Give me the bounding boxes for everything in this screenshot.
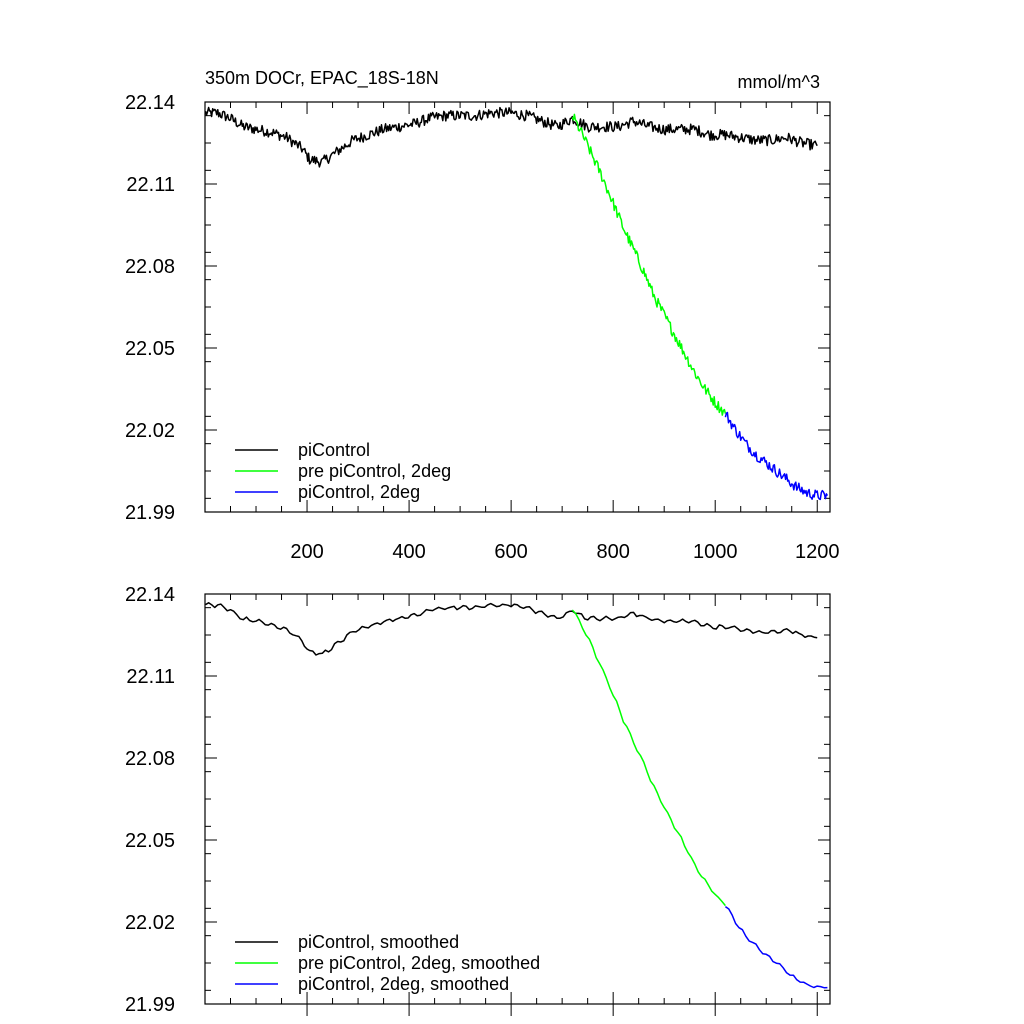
y-tick-label: 22.02 [125,912,175,934]
y-tick-label: 22.11 [126,666,175,688]
y-tick-label: 22.14 [125,92,175,114]
plot-frame [204,593,831,1005]
x-tick-label: 200 [290,541,323,563]
x-tick-labels: 200 400 600 800 1000 1200 [290,541,839,563]
legend-label: piControl, 2deg [298,482,420,502]
y-tick-label: 22.02 [125,420,175,442]
legend-label: pre piControl, 2deg [298,461,451,481]
legend-label: piControl, smoothed [298,932,459,952]
plot-frame [204,101,831,513]
y-tick-label: 21.99 [125,502,175,524]
panel-title-right: mmol/m^3 [738,72,820,92]
y-tick-label: 22.11 [126,174,175,196]
x-tick-label: 800 [596,541,629,563]
series-line [204,106,818,168]
series-lines [205,602,828,989]
legend-label: pre piControl, 2deg, smoothed [298,953,540,973]
legend-label: piControl, 2deg, smoothed [298,974,509,994]
x-tick-label: 1000 [693,541,738,563]
y-tick-label: 22.08 [125,256,175,278]
series-line [724,905,828,989]
series-lines [204,106,829,501]
legend-label: piControl [298,440,370,460]
y-tick-label: 21.99 [125,994,175,1016]
top-panel: 350m DOCr, EPAC_18S-18N mmol/m^3 22.1422… [125,68,840,563]
x-tick-label: 1200 [795,541,840,563]
y-tick-labels: 22.14 22.11 22.08 22.05 22.02 21.99 [125,92,175,524]
x-tick-label: 400 [392,541,425,563]
y-tick-label: 22.14 [125,584,175,606]
y-tick-label: 22.05 [125,338,175,360]
series-line [571,113,727,416]
y-tick-labels: 22.14 22.11 22.08 22.05 22.02 21.99 [125,584,175,1016]
series-line [571,609,726,907]
x-tick-label: 600 [494,541,527,563]
bottom-panel: 22.14 22.11 22.08 22.05 22.02 21.99 piControl… [125,584,831,1016]
y-tick-label: 22.08 [125,748,175,770]
y-tick-label: 22.05 [125,830,175,852]
panel-title-left: 350m DOCr, EPAC_18S-18N [205,68,439,89]
series-line [205,602,818,656]
series-line [724,411,829,501]
axis-ticks [205,101,830,513]
